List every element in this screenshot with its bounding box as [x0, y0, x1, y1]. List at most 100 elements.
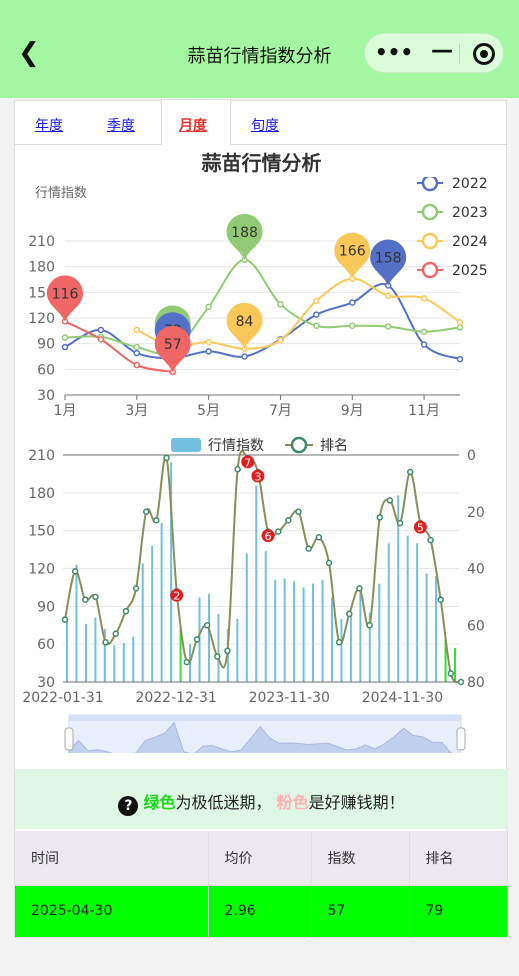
rank-pin [261, 529, 275, 543]
rank-point [132, 585, 140, 592]
rank-pin [251, 469, 265, 483]
svg-text:57: 57 [164, 337, 182, 353]
x-tick-label: 9月 [341, 403, 364, 419]
cell-time: 2025-04-30 [15, 885, 209, 937]
cell-price: 2.96 [208, 885, 312, 937]
data-point [456, 355, 464, 363]
index-bar [151, 545, 154, 682]
data-point [205, 303, 212, 311]
cell-rank: 79 [409, 885, 508, 937]
legend-bar-swatch [171, 438, 201, 452]
rank-pin-label: 3 [254, 471, 261, 484]
data-point [97, 326, 105, 334]
notice-green: 绿色 [143, 793, 176, 812]
index-bar [274, 579, 277, 682]
data-point [313, 297, 320, 305]
data-point [349, 299, 356, 306]
rank-point [153, 517, 160, 524]
rank-point [335, 639, 343, 646]
rank-point [285, 517, 292, 524]
y-tick-label: 30 [37, 388, 55, 404]
table-header-row: 时间 均价 指数 排名 [15, 831, 508, 886]
header-rank: 排名 [409, 831, 508, 886]
data-point [384, 292, 392, 300]
rank-point [305, 545, 312, 552]
minimize-icon[interactable]: — [431, 38, 453, 63]
pin-2023-high: 188 [226, 213, 263, 260]
rank-point [396, 519, 404, 527]
series-line-2025 [64, 320, 173, 373]
y-right-tick-label: 80 [467, 675, 485, 691]
y-left-tick-label: 180 [28, 486, 55, 502]
y-left-tick-label: 60 [37, 637, 55, 653]
notice-box: ? 绿色为极低迷期， 粉色是好赚钱期！ [15, 769, 508, 829]
index-bar [454, 647, 456, 682]
page-title: 蒜苗行情指数分析 [187, 46, 332, 67]
more-dots-icon[interactable]: ••• [374, 40, 414, 64]
data-point [420, 341, 428, 348]
x-tick-label: 3月 [125, 403, 148, 419]
data-point [133, 326, 141, 334]
index-bar [94, 617, 97, 682]
tab-month[interactable]: 月度 [179, 118, 207, 134]
zoom-handle-right [456, 727, 466, 751]
svg-text:166: 166 [339, 244, 366, 260]
pin-2025-high: 116 [47, 275, 83, 322]
rank-point [214, 653, 221, 660]
header-time: 时间 [15, 831, 209, 886]
svg-text:116: 116 [52, 286, 79, 302]
legend-marker [290, 436, 308, 454]
rank-point [183, 658, 191, 666]
rank-pin [413, 520, 427, 534]
index-bar [397, 495, 400, 682]
index-rank-chart: 行情指数 排名 30 60 90 120 150 180 210 0 20 40 60 80 2 73 6 5 20… [22, 436, 485, 753]
legend-marker [421, 177, 439, 192]
notice-pink: 粉色 [276, 793, 309, 812]
rank-point [234, 465, 241, 473]
index-bar [141, 563, 144, 682]
rank-point [203, 622, 211, 629]
data-point [61, 334, 69, 341]
y-axis-label: 行情指数 [35, 186, 87, 201]
data-point [133, 349, 141, 357]
data-point [277, 301, 284, 308]
rank-point [376, 514, 384, 521]
table-row[interactable]: 2025-04-30 2.96 57 79 [15, 885, 508, 937]
close-target-icon[interactable] [473, 43, 495, 65]
legend-label-2023: 2023 [452, 205, 488, 221]
data-table: 时间 均价 指数 排名 2025-04-30 2.96 57 79 [15, 831, 508, 937]
rank-point [386, 497, 394, 504]
rank-point [122, 607, 130, 615]
index-bar [378, 583, 381, 682]
index-bar [368, 612, 371, 682]
index-bar [349, 613, 352, 682]
tab-quarter[interactable]: 季度 [107, 118, 135, 134]
header-index: 指数 [311, 831, 410, 886]
data-point [205, 348, 212, 355]
x-tick-label: 2022-12-31 [135, 690, 216, 706]
index-bar [302, 587, 305, 682]
rank-point [82, 596, 89, 603]
legend-marker [421, 261, 439, 279]
index-bar [359, 589, 362, 682]
rank-point [427, 536, 434, 544]
chevron-left-icon[interactable]: ❮ [18, 38, 40, 68]
y-right-tick-label: 20 [467, 505, 485, 521]
rank-pin [241, 455, 255, 469]
rank-point [346, 610, 353, 618]
rank-point [366, 622, 373, 629]
index-bar [179, 629, 182, 682]
tab-year[interactable]: 年度 [35, 118, 63, 134]
data-point [384, 323, 392, 330]
tab-dekad[interactable]: 旬度 [251, 118, 279, 134]
legend-label-2025: 2025 [452, 263, 488, 279]
cell-index: 57 [311, 885, 410, 937]
index-bar [283, 578, 286, 682]
mini-program-capsule: ••• — [364, 33, 504, 73]
svg-text:188: 188 [231, 225, 258, 241]
rank-point [112, 630, 120, 638]
legend-label-rank: 排名 [320, 438, 348, 454]
x-tick-label: 11月 [408, 403, 440, 419]
svg-text:158: 158 [375, 250, 402, 266]
rank-pin-label: 2 [173, 590, 180, 603]
